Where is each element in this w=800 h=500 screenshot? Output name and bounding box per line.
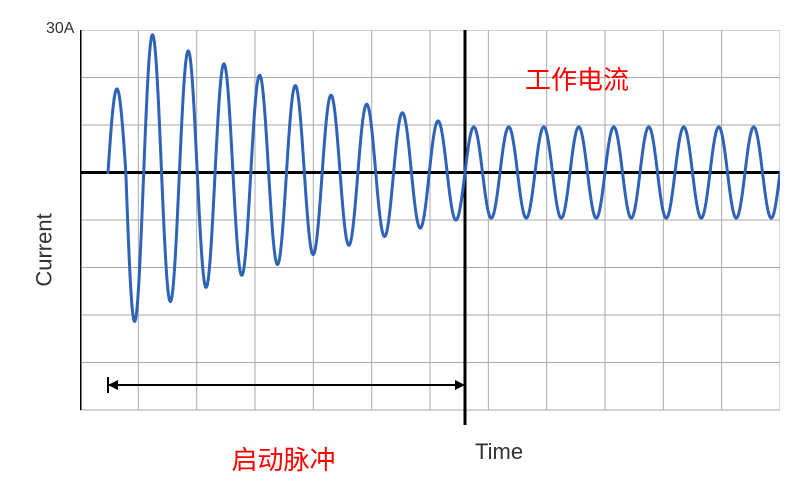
y-axis-label: Current	[32, 213, 58, 286]
plot-area	[80, 30, 780, 430]
startup-pulse-label: 启动脉冲	[232, 440, 336, 477]
x-axis-label: Time	[475, 439, 523, 465]
y-max-label: 30A	[46, 20, 74, 38]
working-current-label: 工作电流	[525, 60, 629, 97]
current-waveform-chart: Current 30A 启动脉冲 工作电流 Time	[0, 0, 800, 500]
startup-range-arrow	[108, 377, 465, 393]
